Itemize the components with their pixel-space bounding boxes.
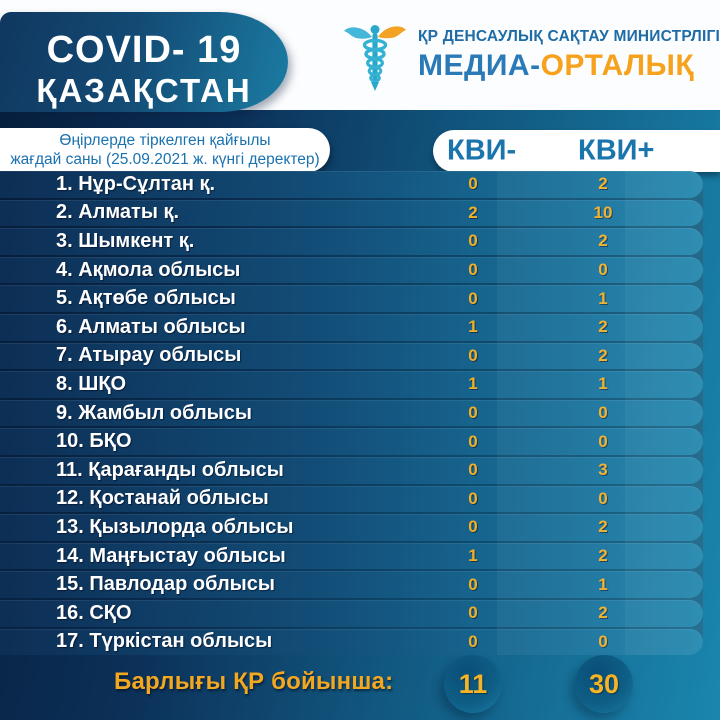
covid-badge-title: COVID- 19 [46,29,242,71]
kvi-plus-value: 2 [598,174,608,194]
region-name: 9. Жамбыл облысы [56,401,252,424]
table-row: 9. Жамбыл облысы 0 0 [0,399,703,427]
region-name: 13. Қызылорда облысы [56,515,294,538]
kvi-minus-value: 0 [468,631,478,651]
region-name: 11. Қарағанды облысы [56,458,284,481]
kvi-plus-header: КВИ+ [578,134,655,167]
table-row: 16. СҚО 0 2 [0,599,703,627]
region-name: 12. Қостанай облысы [56,487,269,510]
region-name: 15. Павлодар облысы [56,573,275,596]
kvi-plus-value: 0 [598,431,608,451]
table-row: 7. Атырау облысы 0 2 [0,342,703,370]
table-row: 2. Алматы қ. 2 10 [0,199,703,227]
kvi-minus-value: 2 [468,202,478,222]
subtitle-line-2: жағдай саны (25.09.2021 ж. күнгі деректе… [10,151,320,168]
region-name: 7. Атырау облысы [56,344,242,367]
kvi-minus-value: 0 [468,288,478,308]
total-kvi-minus-badge: 11 [444,655,502,713]
kvi-plus-value: 2 [598,603,608,623]
kvi-minus-value: 0 [468,345,478,365]
media-center-name-orange: ОРТАЛЫҚ [540,49,695,82]
caduceus-icon [344,25,406,91]
kvi-minus-value: 1 [468,546,478,566]
kvi-plus-value: 2 [598,317,608,337]
kvi-minus-value: 0 [468,460,478,480]
kvi-plus-value: 0 [598,488,608,508]
covid-badge: COVID- 19 ҚАЗАҚСТАН [0,12,288,112]
table-row: 1. Нұр-Сұлтан қ. 0 2 [0,171,703,198]
kvi-minus-value: 0 [468,231,478,251]
region-name: 16. СҚО [56,601,132,624]
region-name: 8. ШҚО [56,372,127,395]
kvi-plus-value: 2 [598,231,608,251]
ministry-name: ҚР ДЕНСАУЛЫҚ САҚТАУ МИНИСТРЛІГІ [418,28,720,45]
subtitle-line-1: Өңірлерде тіркелген қайғылы [59,132,271,149]
kvi-minus-value: 0 [468,488,478,508]
kvi-minus-header: КВИ- [447,134,517,167]
table-row: 11. Қарағанды облысы 0 3 [0,456,703,484]
table-row: 13. Қызылорда облысы 0 2 [0,514,703,541]
kvi-plus-value: 1 [598,288,608,308]
table-row: 4. Ақмола облысы 0 0 [0,256,703,284]
kvi-minus-value: 1 [468,374,478,394]
kvi-header-pill: КВИ- КВИ+ [433,130,720,172]
kvi-plus-value: 0 [598,631,608,651]
region-name: 5. Ақтөбе облысы [56,287,236,310]
table-row: 8. ШҚО 1 1 [0,371,703,398]
kvi-plus-value: 0 [598,260,608,280]
table-row: 17. Түркістан облысы 0 0 [0,628,703,656]
kvi-plus-value: 2 [598,345,608,365]
kvi-minus-value: 0 [468,260,478,280]
region-table: 1. Нұр-Сұлтан қ. 0 2 2. Алматы қ. 2 10 3… [0,171,703,656]
table-row: 10. БҚО 0 0 [0,428,703,455]
totals-label: Барлығы ҚР бойынша: [114,668,394,695]
region-name: 14. Маңғыстау облысы [56,544,286,567]
covid-badge-country: ҚАЗАҚСТАН [36,72,252,109]
region-name: 4. Ақмола облысы [56,258,241,281]
kvi-plus-value: 3 [598,460,608,480]
kvi-minus-value: 0 [468,403,478,423]
kvi-plus-value: 0 [598,403,608,423]
total-kvi-plus-badge: 30 [575,655,633,713]
region-name: 1. Нұр-Сұлтан қ. [56,172,216,195]
kvi-minus-value: 0 [468,431,478,451]
region-name: 3. Шымкент қ. [56,229,195,252]
region-name: 2. Алматы қ. [56,201,180,224]
subtitle-pill: Өңірлерде тіркелген қайғылы жағдай саны … [0,128,330,172]
media-center-name-blue: МЕДИА- [418,49,541,82]
media-center-logo: ҚР ДЕНСАУЛЫҚ САҚТАУ МИНИСТРЛІГІ МЕДИА-ОР… [418,28,720,83]
kvi-plus-value: 1 [598,374,608,394]
kvi-plus-value: 10 [593,202,613,222]
kvi-minus-value: 0 [468,603,478,623]
kvi-minus-value: 1 [468,317,478,337]
table-row: 3. Шымкент қ. 0 2 [0,228,703,255]
table-row: 12. Қостанай облысы 0 0 [0,485,703,513]
kvi-plus-value: 2 [598,517,608,537]
table-row: 15. Павлодар облысы 0 1 [0,571,703,598]
kvi-plus-value: 2 [598,546,608,566]
kvi-minus-value: 0 [468,517,478,537]
kvi-plus-value: 1 [598,574,608,594]
region-name: 17. Түркістан облысы [56,630,273,653]
region-name: 6. Алматы облысы [56,315,246,338]
kvi-minus-value: 0 [468,574,478,594]
table-row: 5. Ақтөбе облысы 0 1 [0,285,703,312]
region-name: 10. БҚО [56,430,132,453]
kvi-minus-value: 0 [468,174,478,194]
media-center-name: МЕДИА-ОРТАЛЫҚ [418,49,718,83]
table-row: 14. Маңғыстау облысы 1 2 [0,542,703,570]
table-row: 6. Алматы облысы 1 2 [0,313,703,341]
